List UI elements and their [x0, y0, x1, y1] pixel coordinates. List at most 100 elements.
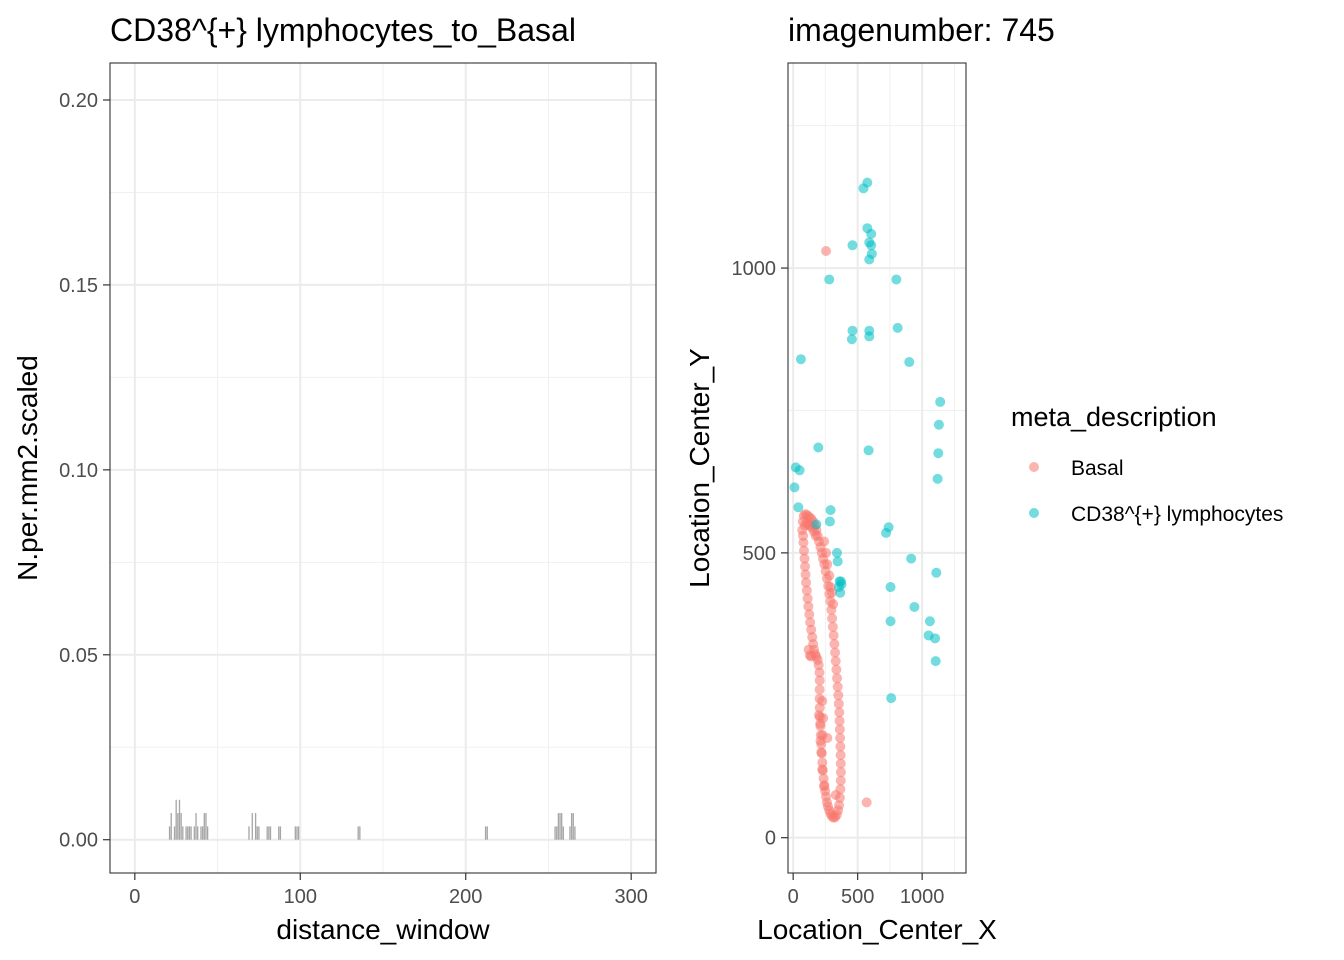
histogram-bar — [554, 826, 556, 840]
histogram-bar — [254, 813, 257, 840]
scatter-point — [861, 797, 872, 808]
scatter-point — [835, 741, 846, 752]
scatter-point — [789, 482, 800, 493]
y-tick-label: 0.20 — [59, 90, 98, 112]
scatter-point — [830, 789, 841, 800]
histogram-bar — [556, 826, 558, 840]
scatter-point — [805, 617, 816, 628]
histogram-bar — [258, 826, 260, 840]
right-plot-background — [788, 63, 966, 873]
scatter-point — [931, 567, 942, 578]
left-panel: CD38^{+} lymphocytes_to_Basal 0 100 200 300… — [12, 12, 657, 945]
scatter-point — [835, 733, 846, 743]
scatter-point — [866, 228, 877, 239]
scatter-point — [835, 775, 846, 786]
scatter-point — [909, 601, 920, 612]
histogram-bar — [201, 826, 204, 840]
y-tick-label: 0.05 — [59, 645, 98, 667]
scatter-point — [804, 609, 815, 620]
scatter-point — [824, 516, 835, 527]
scatter-point — [835, 750, 846, 761]
histogram-bar — [168, 826, 171, 840]
histogram-bar — [182, 826, 184, 840]
scatter-point — [818, 773, 829, 784]
legend-items: Basal CD38^{+} lymphocytes — [1029, 457, 1283, 526]
histogram-bar — [256, 826, 258, 840]
histogram-bar — [570, 813, 573, 840]
histogram-bar — [569, 826, 571, 840]
legend-title: meta_description — [1011, 402, 1217, 432]
histogram-bar — [561, 813, 563, 840]
scatter-point — [803, 601, 814, 612]
scatter-point — [817, 695, 828, 706]
scatter-point — [933, 419, 944, 430]
right-y-axis-title: Location_Center_Y — [684, 348, 715, 588]
left-bars — [168, 799, 576, 840]
histogram-bar — [357, 826, 359, 840]
scatter-point — [835, 758, 846, 769]
scatter-point — [834, 715, 845, 726]
scatter-point — [864, 254, 875, 265]
scatter-point — [793, 502, 804, 513]
scatter-point — [831, 664, 842, 675]
scatter-point — [846, 334, 857, 345]
scatter-point — [832, 547, 843, 558]
scatter-point — [800, 569, 811, 580]
scatter-point — [833, 698, 844, 709]
histogram-bar — [268, 826, 270, 840]
histogram-bar — [195, 813, 197, 840]
x-tick-label: 100 — [284, 886, 317, 908]
histogram-bar — [486, 826, 488, 840]
scatter-point — [828, 630, 839, 641]
scatter-point — [822, 733, 833, 743]
histogram-bar — [294, 826, 296, 840]
scatter-point — [822, 559, 833, 570]
scatter-point — [827, 621, 838, 632]
scatter-point — [825, 505, 836, 516]
legend-key — [1029, 508, 1039, 518]
legend-label: CD38^{+} lymphocytes — [1071, 503, 1283, 526]
scatter-point — [818, 713, 829, 724]
histogram-bar — [574, 826, 576, 840]
scatter-point — [821, 245, 832, 256]
histogram-bar — [177, 813, 179, 840]
histogram-bar — [251, 813, 253, 840]
scatter-point — [811, 519, 822, 530]
right-axis-ticks: 0 500 1000 0 500 1000 — [732, 258, 945, 908]
scatter-point — [932, 473, 943, 484]
scatter-point — [930, 633, 941, 644]
histogram-bar — [205, 813, 207, 840]
scatter-point — [806, 651, 817, 662]
scatter-point — [799, 553, 810, 564]
histogram-bar — [187, 826, 189, 840]
y-tick-label: 500 — [743, 543, 776, 565]
scatter-point — [886, 693, 897, 704]
histogram-bar — [178, 799, 181, 840]
scatter-point — [904, 357, 915, 368]
histogram-bar — [484, 826, 487, 840]
scatter-point — [930, 656, 941, 667]
x-tick-label: 0 — [788, 886, 799, 908]
histogram-bar — [296, 826, 298, 840]
scatter-point — [821, 547, 832, 558]
y-tick-label: 0 — [765, 828, 776, 850]
scatter-point — [817, 757, 828, 768]
x-tick-label: 200 — [449, 886, 482, 908]
scatter-point — [832, 681, 843, 692]
scatter-point — [827, 613, 838, 624]
scatter-point — [847, 325, 858, 336]
histogram-bar — [173, 826, 176, 840]
left-axis-ticks: 0 100 200 300 0.00 0.05 0.10 0.15 0.20 — [59, 90, 648, 908]
scatter-point — [858, 183, 869, 194]
scatter-point — [829, 639, 840, 650]
scatter-point — [824, 274, 835, 285]
histogram-bar — [279, 826, 282, 840]
scatter-point — [828, 599, 839, 610]
scatter-point — [864, 331, 875, 342]
scatter-point — [830, 656, 841, 667]
scatter-point — [814, 684, 825, 695]
y-tick-label: 0.15 — [59, 275, 98, 297]
scatter-point — [810, 530, 821, 541]
scatter-point — [834, 724, 845, 735]
